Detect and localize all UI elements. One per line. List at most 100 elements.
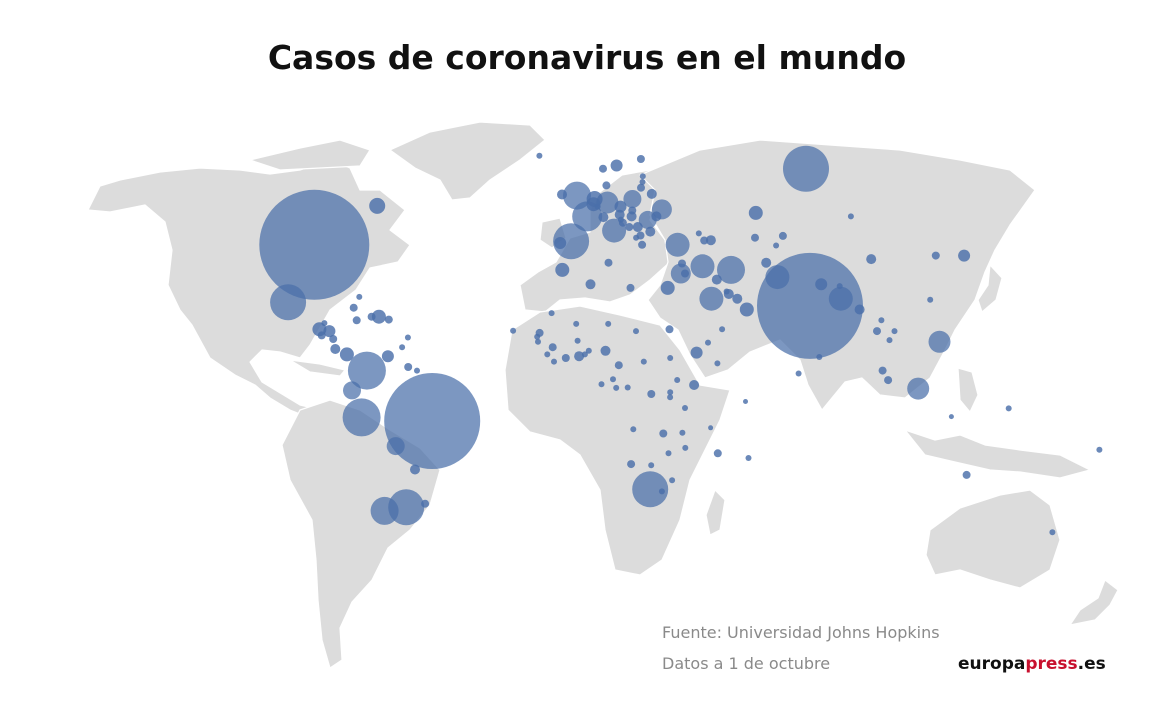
bubble-chequia	[614, 200, 627, 213]
bubble-colombia	[347, 351, 386, 390]
bubble-portugal	[554, 237, 567, 249]
bubble-rd-congo	[647, 390, 656, 398]
bubble-estados-unidos	[259, 189, 370, 300]
bubble-eslovaquia	[628, 206, 637, 215]
bubble-polonia	[623, 190, 642, 208]
japan-land	[977, 264, 1003, 313]
bubble-sudán-del-sur	[667, 355, 674, 361]
bubble-egipto	[660, 280, 675, 295]
bubble-gabón	[613, 384, 620, 391]
bubble-georgia	[695, 230, 702, 237]
bubble-perú	[342, 398, 381, 437]
bubble-taiwán	[927, 296, 934, 303]
bubble-ghana	[574, 351, 585, 362]
arctic-islands-land	[249, 139, 371, 171]
bubble-argelia	[585, 279, 596, 290]
bubble-líbano	[678, 259, 686, 268]
bubble-tanzania	[682, 405, 688, 411]
bubble-esuatini	[669, 477, 676, 484]
bubble-irán	[717, 255, 745, 284]
bubble-burundi	[667, 394, 674, 401]
bubble-mali	[573, 320, 580, 327]
bubble-azerbaiyán	[705, 235, 716, 246]
bubble-túnez	[604, 258, 613, 267]
bubble-uganda	[674, 377, 681, 383]
bubble-bosnia	[625, 223, 634, 231]
bubble-sri-lanka	[816, 354, 823, 360]
bubble-noruega	[599, 164, 607, 173]
bubble-serbia	[632, 222, 643, 232]
bubble-níger	[605, 320, 612, 327]
bubble-ruanda	[667, 389, 674, 396]
bubble-jordania	[681, 269, 689, 278]
bubble-tailandia	[873, 327, 881, 336]
bubble-paraguay	[410, 464, 420, 475]
bubble-grecia	[638, 240, 647, 249]
bubble-rusia	[783, 145, 829, 192]
bubble-chile	[370, 496, 399, 525]
page-title: Casos de coronavirus en el mundo	[267, 38, 907, 77]
bubble-lesoto	[658, 488, 665, 495]
bubble-israel	[670, 263, 691, 284]
bubble-myanmar	[854, 304, 865, 315]
bubble-mauritania	[548, 310, 555, 317]
bubble-bahamas	[356, 293, 363, 300]
date-note: Datos a 1 de octubre	[662, 654, 831, 673]
bubble-zimbabue	[665, 450, 672, 457]
bubble-timor-oriental	[948, 414, 954, 420]
bubble-costa-rica	[330, 344, 341, 354]
bubble-bangladés	[828, 286, 853, 311]
bubble-mozambique	[682, 444, 689, 451]
bubble-bulgaria	[645, 226, 656, 237]
bubble-moldavia	[651, 211, 662, 222]
bubble-kirguistán	[778, 231, 787, 240]
bubble-kuwait	[711, 274, 722, 285]
bubble-seychelles	[743, 399, 748, 404]
bubble-congo	[624, 384, 631, 391]
bubble-méxico	[270, 284, 307, 321]
southeast-asia-islands-land	[904, 429, 1091, 479]
madagascar-land	[705, 489, 726, 536]
bubble-cuba	[349, 303, 358, 312]
bubble-papúa-nueva-guinea	[1005, 405, 1012, 412]
bubble-layer	[259, 145, 1103, 536]
bubble-camerún	[614, 361, 623, 370]
bubble-guinea-ecuatorial	[610, 376, 616, 383]
bubble-reino-unido	[563, 181, 591, 210]
bubble-filipinas	[928, 330, 951, 353]
bubble-jamaica	[352, 316, 361, 325]
bubble-irlanda	[557, 189, 567, 200]
bubble-chad	[633, 328, 639, 335]
bubble-honduras	[323, 325, 336, 338]
source-note: Fuente: Universidad Johns Hopkins	[662, 623, 940, 642]
bubble-sudán	[665, 325, 674, 334]
bubble-baréin	[723, 288, 730, 295]
bubble-cabo-verde	[510, 327, 517, 334]
bubble-guyana	[404, 363, 413, 371]
bubble-canadá	[369, 197, 386, 214]
bubble-albania	[633, 234, 640, 241]
bubble-marruecos	[555, 262, 570, 277]
bubble-nicaragua	[329, 335, 338, 343]
bubble-somalia	[714, 360, 721, 367]
bubble-australia	[962, 470, 971, 479]
bubble-mongolia	[847, 213, 854, 220]
bubble-irak	[690, 254, 715, 279]
australia-land	[925, 489, 1061, 589]
bubble-santo-tomé-y-príncipe	[598, 381, 605, 388]
bubble-benín	[585, 347, 592, 354]
bubble-kazajistán	[748, 205, 763, 220]
bubble-madagascar	[713, 449, 722, 458]
bubble-etiopía	[690, 346, 703, 359]
bubble-china	[866, 254, 877, 265]
new-zealand-land	[1069, 579, 1119, 626]
bubble-venezuela	[381, 350, 394, 363]
bubble-zambia	[659, 429, 668, 438]
bubble-sudáfrica	[632, 471, 669, 508]
bubble-turquía	[665, 232, 690, 257]
greenland-land	[389, 121, 546, 201]
bubble-españa	[553, 223, 590, 260]
bubble-república-dominicana	[371, 309, 386, 324]
bubble-camboya	[886, 337, 893, 344]
bubble-comoras	[708, 425, 714, 431]
